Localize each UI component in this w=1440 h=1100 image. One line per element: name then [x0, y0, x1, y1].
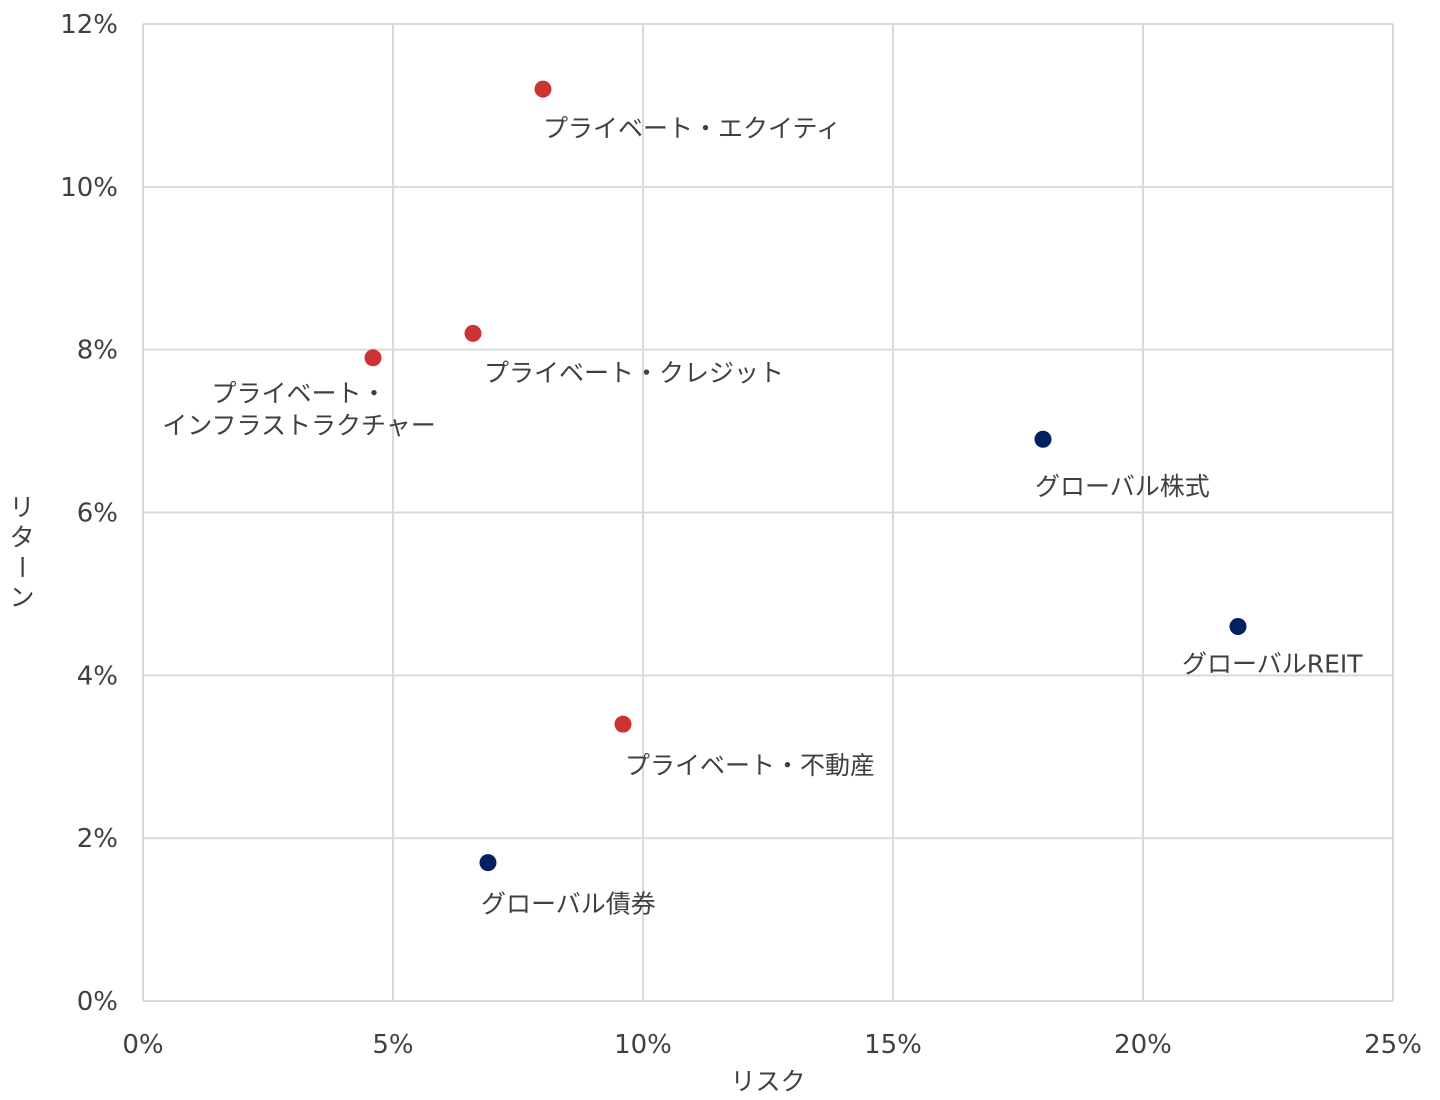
data-point-marker: [614, 715, 632, 733]
data-point: プライベート・インフラストラクチャー: [162, 349, 436, 440]
data-point-marker: [464, 324, 482, 342]
y-axis-ticks: 0% 2% 4% 6% 8% 10% 12%: [60, 10, 118, 1017]
y-tick-label: 10%: [60, 173, 118, 203]
data-point: プライベート・不動産: [614, 715, 875, 780]
y-tick-label: 6%: [77, 499, 118, 529]
y-axis-title-char: タ: [9, 523, 34, 552]
data-point: グローバル株式: [1034, 430, 1210, 501]
data-point-marker: [364, 349, 382, 367]
x-tick-label: 10%: [614, 1030, 672, 1060]
data-point-label: プライベート・エクイティ: [543, 114, 841, 143]
gridlines: [142, 23, 1394, 1002]
data-point: プライベート・クレジット: [464, 324, 784, 387]
data-points: プライベート・エクイティプライベート・クレジットプライベート・インフラストラクチ…: [162, 80, 1363, 919]
data-point: グローバル債券: [479, 854, 656, 919]
data-point-marker: [479, 854, 497, 872]
y-axis-title-char: リ: [9, 493, 34, 522]
y-axis-title-char: ン: [9, 583, 34, 612]
x-tick-label: 25%: [1364, 1030, 1422, 1060]
x-axis-ticks: 0% 5% 10% 15% 20% 25%: [122, 1030, 1422, 1060]
y-tick-label: 8%: [77, 336, 118, 366]
x-tick-label: 5%: [372, 1030, 413, 1060]
data-point-label: プライベート・クレジット: [484, 358, 784, 387]
data-point: グローバルREIT: [1182, 617, 1363, 678]
y-tick-label: 12%: [60, 10, 118, 40]
data-point-label: グローバル株式: [1035, 472, 1210, 501]
y-tick-label: 2%: [77, 824, 118, 854]
x-axis-title: リスク: [730, 1067, 805, 1096]
data-point: プライベート・エクイティ: [534, 80, 841, 143]
data-point-marker: [534, 80, 552, 98]
y-tick-label: 4%: [77, 661, 118, 691]
y-axis-title-char: ー: [7, 554, 36, 579]
data-point-marker: [1034, 430, 1052, 448]
data-point-label: プライベート・不動産: [625, 751, 875, 780]
x-tick-label: 20%: [1114, 1030, 1172, 1060]
data-point-label: プライベート・: [211, 379, 386, 408]
data-point-label: グローバル債券: [481, 890, 656, 919]
x-tick-label: 0%: [122, 1030, 163, 1060]
data-point-marker: [1229, 617, 1247, 635]
data-point-label: グローバルREIT: [1182, 649, 1363, 678]
y-tick-label: 0%: [77, 987, 118, 1017]
x-tick-label: 15%: [864, 1030, 922, 1060]
data-point-label: インフラストラクチャー: [162, 411, 436, 440]
